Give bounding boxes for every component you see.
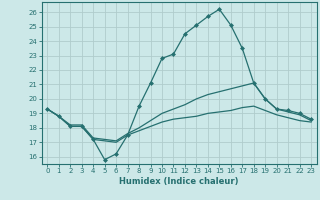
X-axis label: Humidex (Indice chaleur): Humidex (Indice chaleur) <box>119 177 239 186</box>
